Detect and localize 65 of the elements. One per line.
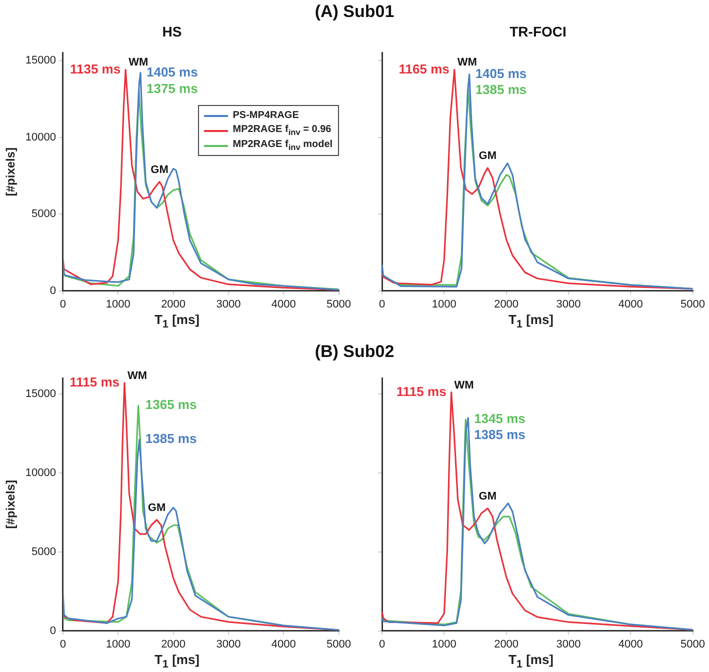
x-tick-label: 4000 [271,638,296,650]
legend-label: MP2RAGE f$_{inv}$ model [232,139,333,152]
y-tick-label: 10000 [25,466,56,479]
y-tick-label: 15000 [25,54,56,67]
x-tick-label: 4000 [618,638,643,650]
y-axis-title: [#pixels] [4,480,18,529]
annotation: GM [478,490,497,502]
annotation: 1165 ms [398,61,450,76]
x-tick-label: 5000 [326,638,352,650]
x-tick-label: 4000 [271,298,296,310]
annotation: 1345 ms [474,411,526,426]
legend-label: MP2RAGE f$_{inv}$ = 0.96 [232,124,332,138]
annotation: GM [150,164,168,176]
x-tick-label: 3000 [216,638,241,650]
y-axis-title: [#pixels] [4,147,18,196]
annotation: 1365 ms [145,397,197,412]
y-tick-label: 5000 [32,208,56,220]
y-tick-label: 15000 [25,388,56,400]
x-axis-title: T$_{1}$ [ms] [507,652,555,671]
x-tick-label: 0 [60,638,66,650]
x-tick-label: 3000 [216,298,241,310]
annotation: 1135 ms [70,61,121,76]
chart-title: TR-FOCI [510,23,566,40]
annotation: WM [128,56,148,69]
text: (A) Sub01 [314,2,396,22]
y-tick-label: 0 [50,284,56,297]
annotation: GM [478,150,497,162]
annotation: 1375 ms [146,81,198,96]
x-tick-label: 4000 [618,298,643,310]
x-tick-label: 1000 [432,298,456,310]
x-tick-label: 5000 [326,298,352,310]
annotation: WM [127,370,148,382]
x-tick-label: 1000 [106,638,130,650]
x-tick-label: 3000 [556,638,581,650]
annotation: WM [454,379,474,392]
x-tick-label: 1000 [106,298,130,310]
chart-title: HS [162,23,182,40]
text: (B) Sub02 [314,342,396,362]
x-tick-label: 2000 [494,638,519,650]
x-tick-label: 0 [60,298,66,310]
x-tick-label: 0 [378,298,386,310]
x-tick-label: 1000 [432,638,456,650]
y-tick-label: 0 [50,624,56,637]
x-tick-label: 2000 [161,638,186,650]
annotation: 1385 ms [475,82,527,97]
annotation: 1405 ms [475,66,527,81]
x-tick-label: 3000 [556,298,581,310]
x-tick-label: 2000 [161,298,186,310]
annotation: WM [457,56,477,69]
annotation: 1115 ms [396,384,446,399]
annotation: GM [148,502,166,514]
x-tick-label: 2000 [494,298,519,310]
x-axis-title: T$_{1}$ [ms] [153,312,201,331]
legend-label: PS-MP4RAGE [232,110,299,122]
x-tick-label: 0 [378,638,386,650]
annotation: 1385 ms [474,427,526,442]
annotation: 1115 ms [70,374,120,390]
y-tick-label: 10000 [25,131,56,144]
x-axis-title: T$_{1}$ [ms] [507,312,555,331]
x-tick-label: 5000 [680,638,706,650]
annotation: 1385 ms [145,431,197,446]
annotation: 1405 ms [146,64,198,80]
x-tick-label: 5000 [680,298,706,310]
x-axis-title: T$_{1}$ [ms] [153,652,201,671]
y-tick-label: 5000 [32,546,56,558]
